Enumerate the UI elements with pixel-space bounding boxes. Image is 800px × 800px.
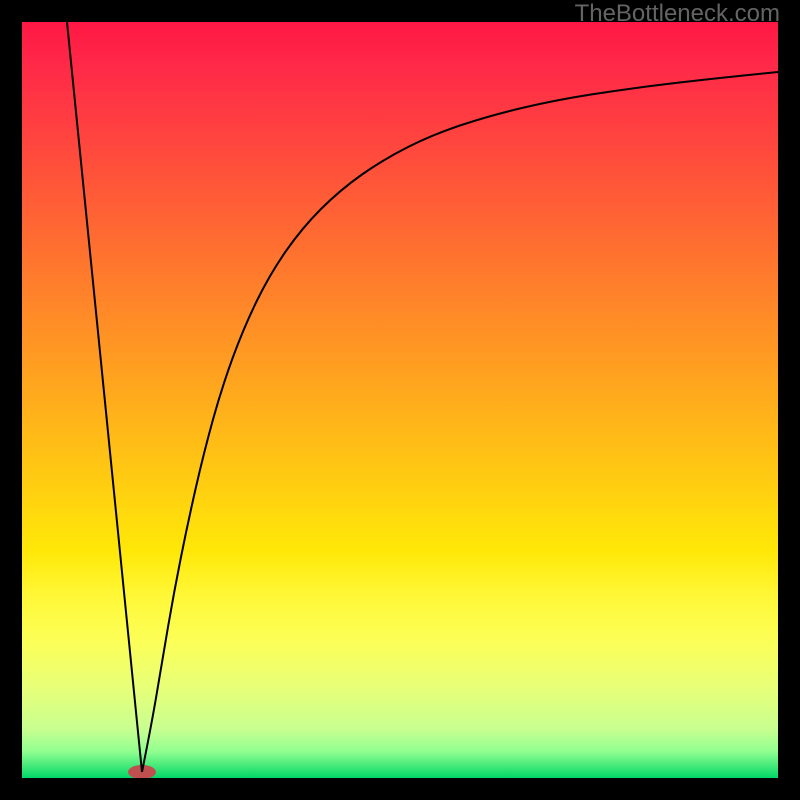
watermark-text: TheBottleneck.com bbox=[575, 0, 780, 28]
curve-right bbox=[142, 72, 778, 772]
plot-area bbox=[22, 22, 778, 778]
curve-left bbox=[67, 22, 142, 772]
curve-layer bbox=[22, 22, 778, 778]
